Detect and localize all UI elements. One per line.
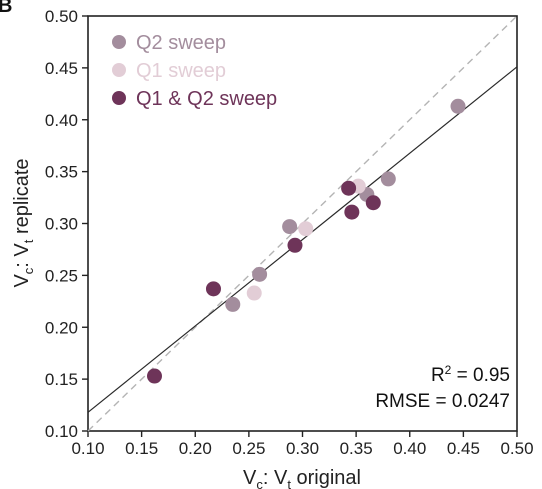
x-tick-label: 0.50 [500, 439, 533, 458]
x-tick-label: 0.40 [393, 439, 426, 458]
data-point-q1 [298, 221, 314, 237]
y-tick-label: 0.20 [45, 318, 78, 337]
data-point-both [341, 180, 357, 196]
stats-annotation: R2 = 0.95 RMSE = 0.0247 [375, 363, 510, 412]
x-tick-label: 0.15 [125, 439, 158, 458]
y-axis-label: Vc: Vt replicate [11, 158, 36, 287]
data-point-q2 [282, 219, 298, 235]
x-tick-label: 0.30 [286, 439, 319, 458]
legend-label-q1: Q1 sweep [136, 60, 226, 82]
legend-marker-q2 [112, 35, 126, 49]
data-point-both [365, 195, 381, 211]
data-point-both [146, 368, 162, 384]
data-point-q2 [252, 266, 268, 282]
data-point-both [344, 204, 360, 220]
x-tick-label: 0.20 [179, 439, 212, 458]
legend-marker-both [112, 91, 126, 105]
y-tick-label: 0.40 [45, 111, 78, 130]
x-axis-label: Vc: Vt original [243, 467, 361, 489]
y-tick-label: 0.45 [45, 59, 78, 78]
data-point-q2 [225, 296, 241, 312]
y-tick-label: 0.35 [45, 163, 78, 182]
fit-line [87, 66, 518, 413]
x-tick-label: 0.25 [232, 439, 265, 458]
y-tick-label: 0.30 [45, 215, 78, 234]
identity-line [87, 15, 518, 432]
y-tick-label: 0.10 [45, 422, 78, 441]
reference-lines [87, 15, 518, 432]
data-point-both [287, 237, 303, 253]
axes: 0.10 0.15 0.20 0.25 0.30 0.35 0.40 0.45 0.50 0.10… [45, 7, 534, 458]
x-tick-label: 0.10 [71, 439, 104, 458]
x-tick-label: 0.35 [340, 439, 373, 458]
data-point-both [205, 281, 221, 297]
legend-marker-q1 [112, 63, 126, 77]
data-points [146, 98, 466, 384]
rmse-text: RMSE = 0.0247 [375, 391, 510, 412]
data-point-q2 [450, 98, 466, 114]
y-tick-label: 0.15 [45, 370, 78, 389]
y-tick-label: 0.50 [45, 7, 78, 26]
data-point-q2 [380, 171, 396, 187]
panel-label: B [0, 0, 12, 17]
legend-label-q2: Q2 sweep [136, 32, 226, 54]
r-squared-text: R2 = 0.95 [431, 363, 510, 386]
y-tick-label: 0.25 [45, 266, 78, 285]
legend: Q2 sweep Q1 sweep Q1 & Q2 sweep [112, 32, 277, 110]
x-tick-label: 0.45 [447, 439, 480, 458]
data-point-q1 [246, 285, 262, 301]
legend-label-both: Q1 & Q2 sweep [136, 88, 277, 110]
